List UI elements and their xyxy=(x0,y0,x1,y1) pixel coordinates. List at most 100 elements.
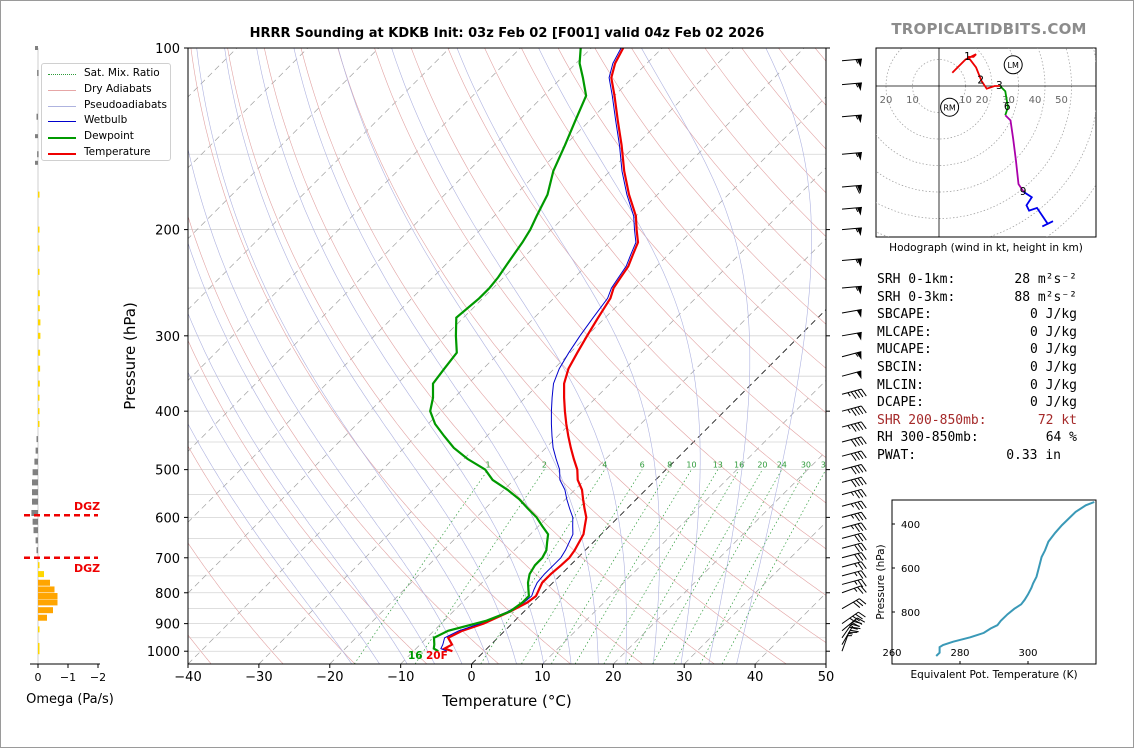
skewt-frame xyxy=(187,47,827,665)
pseudoadiabat xyxy=(188,423,353,664)
theta-e-x-tick-label: 280 xyxy=(950,648,969,659)
barb-full xyxy=(854,490,860,499)
legend-swatch xyxy=(48,74,76,75)
barb-half xyxy=(847,409,851,414)
barb-staff xyxy=(841,82,862,86)
barb-full xyxy=(855,600,864,607)
omega-bar xyxy=(36,436,38,443)
omega-bar xyxy=(33,527,38,534)
x-tick-label: 30 xyxy=(676,670,693,685)
legend-label: Pseudoadiabats xyxy=(84,98,167,111)
legend: Sat. Mix. Ratio Dry Adiabats Pseudoadiabat… xyxy=(41,63,171,161)
omega-bar xyxy=(38,607,53,614)
omega-bar xyxy=(38,245,40,252)
barb-half xyxy=(854,563,858,568)
barb-full xyxy=(860,585,867,593)
theta-e-x-tick-label: 260 xyxy=(882,648,901,659)
barb-full xyxy=(860,464,867,472)
wind-barb xyxy=(841,476,867,488)
skewt-axes: −40 −30 −20 −10 0 10 20 30 40 50 100 200 300 400 500 60… xyxy=(121,42,834,710)
wind-barb xyxy=(841,598,867,610)
x-tick-label: −20 xyxy=(316,670,343,685)
dry-adiabat xyxy=(447,48,826,504)
barb-full xyxy=(860,421,867,430)
omega-bar xyxy=(35,46,38,50)
mixing-ratio-label: 20 xyxy=(757,461,767,470)
barb-flag xyxy=(856,114,862,124)
wind-barb xyxy=(841,151,862,161)
hodo-segment xyxy=(967,56,1000,90)
omega-bar xyxy=(38,191,40,198)
barb-full xyxy=(860,388,867,397)
x-tick-label: 0 xyxy=(467,670,475,685)
dry-adiabat xyxy=(188,339,428,664)
wind-barbs xyxy=(841,58,867,652)
wind-barb xyxy=(841,522,867,532)
theta-e-y-tick-label: 400 xyxy=(901,520,920,531)
omega-tick-label: 0 xyxy=(35,671,42,684)
hodograph-panel: 10 20 30 40 50 20 30 40 50 10 12 36 9 LM RM Hodograph (… xyxy=(875,47,1097,254)
barb-full xyxy=(854,544,860,553)
wind-barb xyxy=(841,532,867,543)
omega-bar xyxy=(38,586,55,593)
y-tick-label: 800 xyxy=(155,587,180,602)
wind-barb xyxy=(841,184,862,194)
y-tick-label: 200 xyxy=(155,224,180,239)
barb-full xyxy=(857,437,864,446)
omega-bar xyxy=(38,365,41,372)
hodo-height-label: 2 xyxy=(977,75,984,87)
barb-half xyxy=(855,83,859,88)
barb-full xyxy=(850,424,857,432)
omega-bar xyxy=(32,489,38,496)
omega-bar xyxy=(38,599,58,606)
wind-barb xyxy=(841,436,867,447)
hodo-ring-label: 10 xyxy=(959,95,972,106)
stat-value: 0 J/kg xyxy=(1030,307,1077,323)
hodo-segment xyxy=(951,53,977,74)
barb-full xyxy=(857,533,864,542)
hodo-height-label: 1 xyxy=(964,51,971,63)
stat-row: SRH 0-3km: 88 m²s⁻² xyxy=(877,290,1077,308)
stat-label: PWAT: xyxy=(877,447,917,463)
barb-full xyxy=(860,450,867,459)
omega-bar xyxy=(34,458,38,465)
pseudoadiabat xyxy=(188,242,435,664)
x-tick-label: −10 xyxy=(387,670,414,685)
surface-temp-label: 20F xyxy=(426,650,448,662)
mixing-ratio-label: 13 xyxy=(713,461,723,470)
pseudoadiabat xyxy=(188,147,463,664)
omega-bar xyxy=(32,498,38,505)
barb-half xyxy=(847,392,851,397)
omega-bar xyxy=(36,113,38,120)
barb-full xyxy=(857,465,864,473)
barb-full xyxy=(860,500,867,509)
mixing-ratio-line xyxy=(521,469,643,664)
theta-e-frame xyxy=(891,499,1097,665)
y-tick-label: 600 xyxy=(155,511,180,526)
omega-bar xyxy=(38,420,40,427)
barb-full xyxy=(854,423,860,431)
barb-full xyxy=(857,562,864,570)
hodo-segment xyxy=(999,85,1009,116)
barb-flag xyxy=(856,351,862,360)
temperature-profile xyxy=(441,48,640,653)
mixing-ratio-label: 30 xyxy=(801,461,811,470)
x-tick-label: 20 xyxy=(605,670,622,685)
barb-full xyxy=(857,523,864,532)
hodograph-caption: Hodograph (wind in kt, height in km) xyxy=(889,242,1083,254)
stat-row: DCAPE: 0 J/kg xyxy=(877,395,1077,413)
barb-full xyxy=(850,439,857,447)
wind-barb xyxy=(841,617,866,632)
barb-flag xyxy=(856,227,862,236)
omega-bar xyxy=(38,642,40,649)
barb-full xyxy=(860,570,867,578)
barb-staff xyxy=(841,351,862,358)
stat-label: DCAPE: xyxy=(877,395,924,411)
barb-full xyxy=(857,501,864,510)
omega-bar xyxy=(38,290,40,297)
barb-full xyxy=(850,629,859,633)
barb-full xyxy=(857,389,864,398)
brand-watermark: TROPICALTIDBITS.COM xyxy=(891,20,1087,38)
stat-value: 28 m²s⁻² xyxy=(1014,272,1077,287)
pseudoadiabat xyxy=(538,48,701,664)
